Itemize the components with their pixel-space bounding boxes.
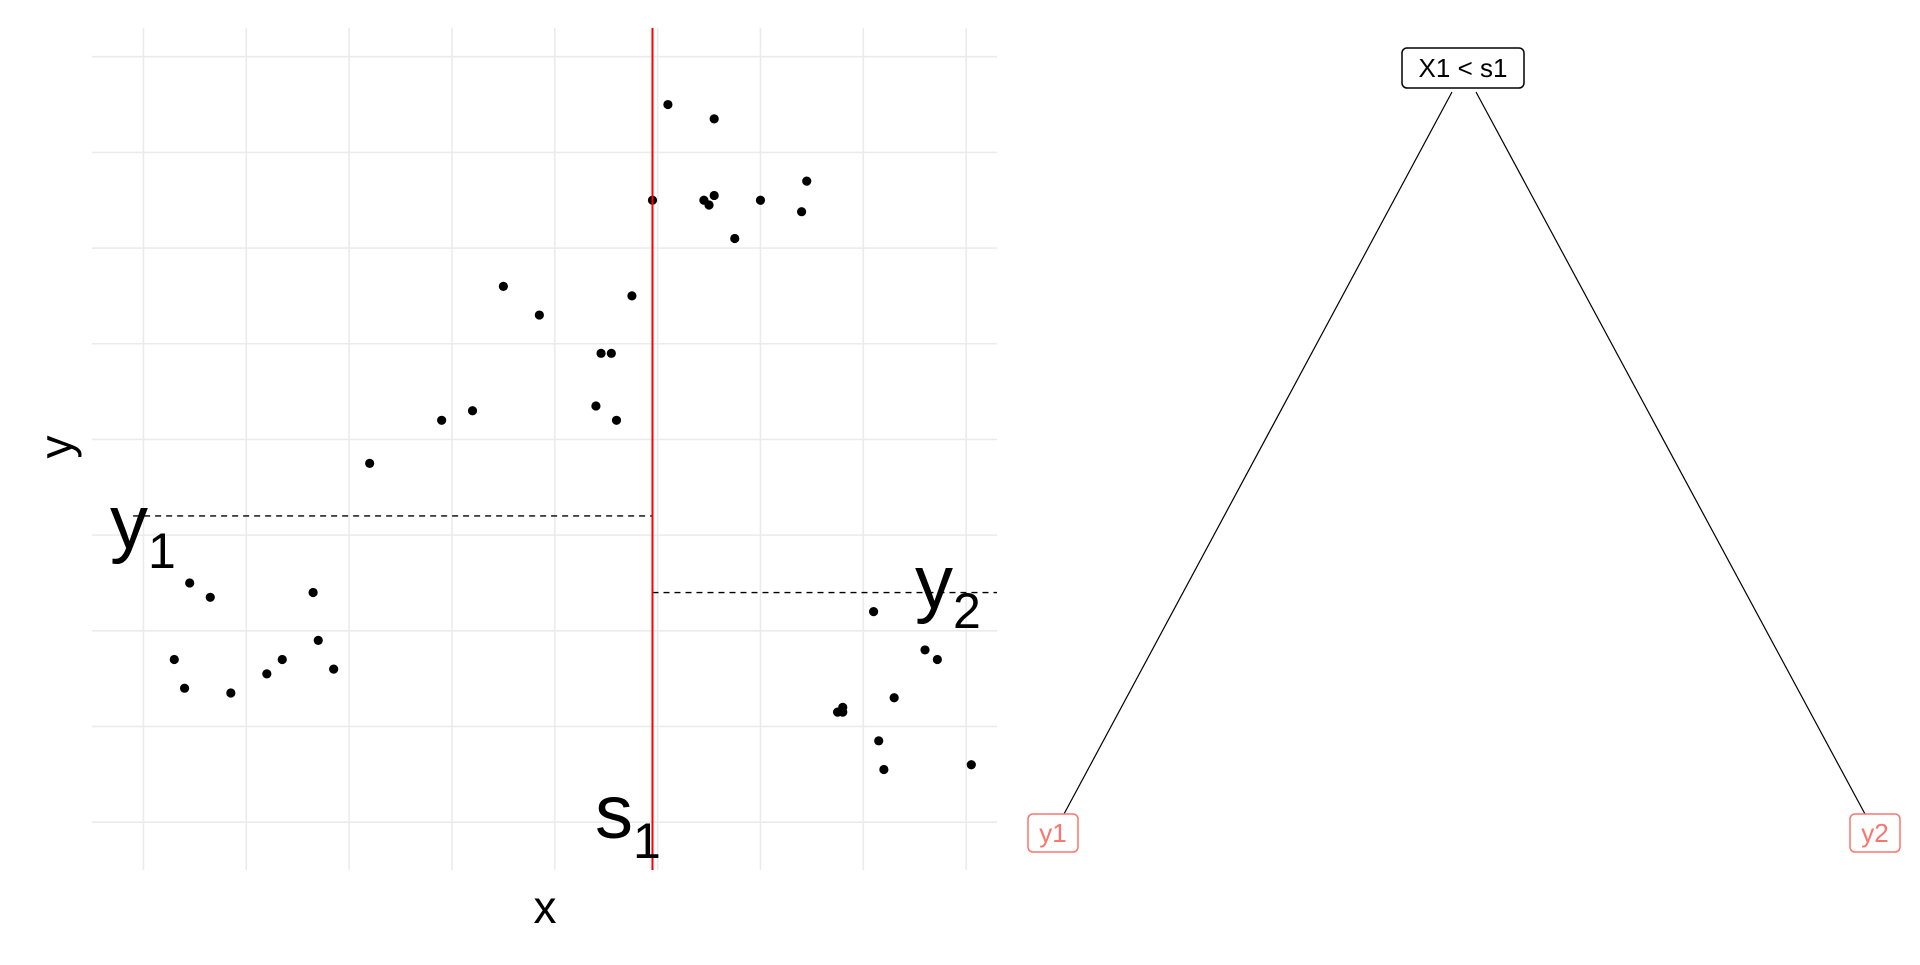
tree-edge-left bbox=[1063, 91, 1453, 815]
data-point bbox=[262, 669, 272, 679]
mean-label-y1: y1 bbox=[110, 480, 176, 579]
mean-lines bbox=[133, 515, 997, 594]
data-point bbox=[313, 635, 323, 645]
data-point bbox=[329, 664, 339, 674]
tree-root-label: X1 < s1 bbox=[1419, 53, 1508, 83]
split-label-s1: s1 bbox=[595, 770, 661, 869]
data-point bbox=[730, 233, 740, 244]
tree-edge-right bbox=[1475, 91, 1866, 815]
data-point bbox=[205, 592, 215, 602]
tree-leaf-label-right: y2 bbox=[1861, 818, 1888, 848]
x-axis-label: x bbox=[534, 881, 557, 933]
data-point bbox=[868, 607, 879, 617]
data-point bbox=[277, 654, 287, 665]
data-point bbox=[802, 176, 812, 186]
data-point bbox=[932, 654, 942, 665]
data-point bbox=[889, 693, 899, 703]
data-point bbox=[365, 458, 375, 468]
data-point bbox=[591, 401, 601, 411]
data-point bbox=[308, 587, 318, 598]
data-point bbox=[663, 99, 673, 110]
tree-leaf-box-left bbox=[1027, 813, 1079, 853]
data-point bbox=[920, 645, 930, 655]
data-point bbox=[704, 200, 714, 210]
data-point bbox=[709, 114, 719, 124]
data-point bbox=[169, 654, 179, 665]
data-point bbox=[534, 310, 544, 320]
data-point bbox=[606, 348, 616, 358]
data-point bbox=[838, 707, 848, 717]
data-point bbox=[467, 406, 478, 416]
data-point bbox=[596, 348, 606, 358]
data-point bbox=[627, 291, 637, 301]
tree-root-box bbox=[1401, 47, 1525, 89]
data-point bbox=[437, 415, 447, 425]
data-point bbox=[879, 764, 889, 775]
y-axis-label: y bbox=[30, 436, 82, 459]
data-points bbox=[169, 99, 976, 775]
tree-leaf-label-left: y1 bbox=[1039, 818, 1066, 848]
data-point bbox=[179, 683, 190, 693]
decision-tree: X1 < s1 y1 y2 bbox=[1027, 47, 1901, 853]
tree-leaf-box-right bbox=[1849, 813, 1901, 853]
data-point bbox=[709, 190, 719, 201]
grid bbox=[92, 28, 997, 870]
data-point bbox=[755, 195, 766, 205]
data-point bbox=[797, 207, 807, 217]
data-point bbox=[611, 415, 622, 425]
data-point bbox=[498, 281, 508, 291]
data-point bbox=[874, 736, 884, 746]
data-point bbox=[966, 760, 976, 770]
data-point bbox=[226, 688, 236, 698]
mean-label-y2: y2 bbox=[915, 540, 981, 639]
data-point bbox=[185, 578, 195, 588]
